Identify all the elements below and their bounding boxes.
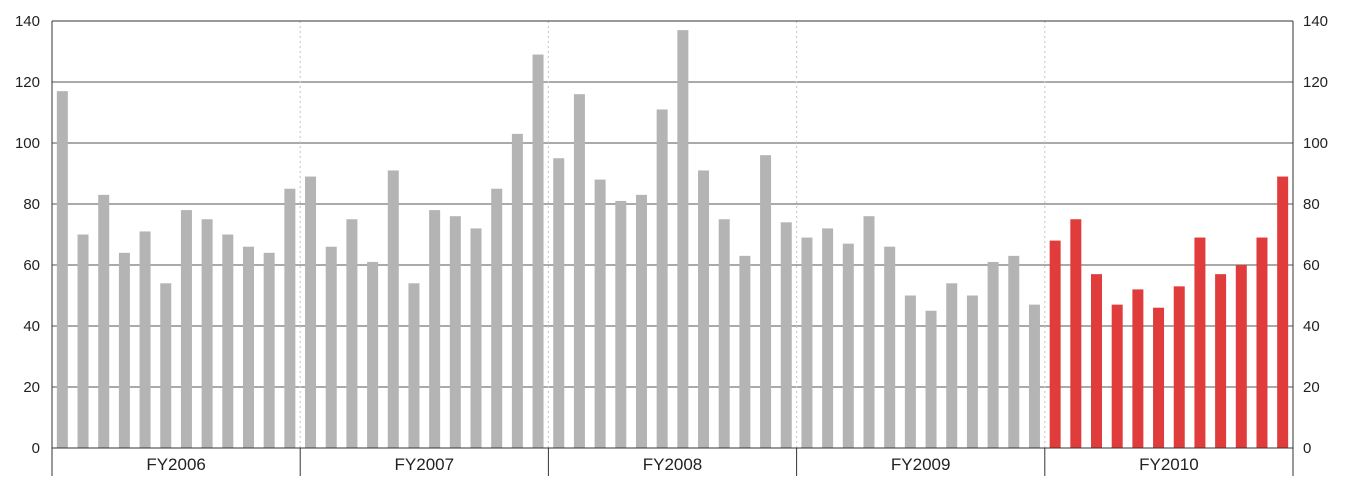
bar (305, 176, 317, 449)
bar (780, 222, 792, 448)
bar (180, 210, 192, 448)
bar (387, 170, 399, 448)
y-tick-label-right: 40 (1303, 318, 1320, 335)
bar (698, 170, 710, 448)
y-tick-label-left: 120 (15, 74, 40, 91)
bar (77, 234, 89, 448)
y-tick-label-right: 60 (1303, 257, 1320, 274)
y-tick-label-right: 120 (1303, 74, 1328, 91)
bar (801, 237, 813, 448)
bar (532, 54, 544, 449)
x-category-label: FY2006 (146, 455, 206, 474)
bar (987, 261, 999, 448)
y-tick-label-right: 140 (1303, 13, 1328, 30)
y-tick-label-right: 0 (1303, 440, 1311, 457)
bar (325, 246, 337, 448)
x-category-label: FY2007 (395, 455, 455, 474)
bar (594, 179, 606, 448)
bar (760, 155, 772, 448)
y-tick-label-left: 140 (15, 13, 40, 30)
y-tick-label-left: 80 (23, 196, 40, 213)
bar (842, 243, 854, 448)
bar (1008, 255, 1020, 448)
bar (284, 188, 296, 448)
bar (615, 200, 627, 448)
bar (822, 228, 834, 448)
bar (739, 255, 751, 448)
bar (408, 283, 420, 448)
bar (573, 94, 585, 448)
bar-highlight (1173, 286, 1185, 448)
bar-highlight (1256, 237, 1268, 448)
bar (635, 194, 647, 448)
y-tick-label-left: 100 (15, 135, 40, 152)
bar (449, 216, 461, 448)
y-tick-label-left: 40 (23, 318, 40, 335)
bar (222, 234, 234, 448)
bar-highlight (1235, 265, 1247, 448)
bar-highlight (1091, 274, 1103, 448)
bar (56, 91, 68, 449)
x-category-label: FY2010 (1139, 455, 1199, 474)
x-category-label: FY2009 (891, 455, 951, 474)
bar (367, 261, 379, 448)
bars (56, 30, 1289, 449)
bar (201, 219, 213, 448)
bar (429, 210, 441, 448)
bar (346, 219, 358, 448)
bar (884, 246, 896, 448)
bar-highlight (1132, 289, 1144, 448)
y-tick-label-right: 80 (1303, 196, 1320, 213)
y-tick-label-left: 60 (23, 257, 40, 274)
bar (656, 109, 668, 448)
bar (139, 231, 151, 448)
bar (160, 283, 172, 448)
bar (511, 133, 523, 448)
y-tick-label-left: 20 (23, 379, 40, 396)
bar (263, 252, 275, 448)
bar (470, 228, 482, 448)
bar (1028, 304, 1040, 448)
bar (904, 295, 916, 448)
fy-separators (299, 21, 1046, 448)
bar (98, 194, 110, 448)
axes (51, 20, 1294, 476)
bar (553, 158, 565, 448)
gridlines (52, 20, 1293, 388)
bar-highlight (1277, 176, 1289, 449)
bar (925, 310, 937, 448)
bar (677, 30, 689, 449)
bar-highlight (1111, 304, 1123, 448)
y-tick-label-right: 20 (1303, 379, 1320, 396)
bar (863, 216, 875, 448)
bar (242, 246, 254, 448)
x-category-label: FY2008 (643, 455, 703, 474)
y-tick-label-left: 0 (32, 440, 40, 457)
bar (718, 219, 730, 448)
bar-highlight (1049, 240, 1061, 448)
y-tick-label-right: 100 (1303, 135, 1328, 152)
bar-highlight (1194, 237, 1206, 448)
bar (491, 188, 503, 448)
bar-highlight (1215, 274, 1227, 448)
bar (966, 295, 978, 448)
bar-highlight (1153, 307, 1165, 448)
bar-highlight (1070, 219, 1082, 448)
tick-labels: 0 0 20 20 40 40 60 60 80 80 100 100 120 120 140 140 FY20… (15, 13, 1328, 474)
bar (946, 283, 958, 448)
bar (118, 252, 130, 448)
